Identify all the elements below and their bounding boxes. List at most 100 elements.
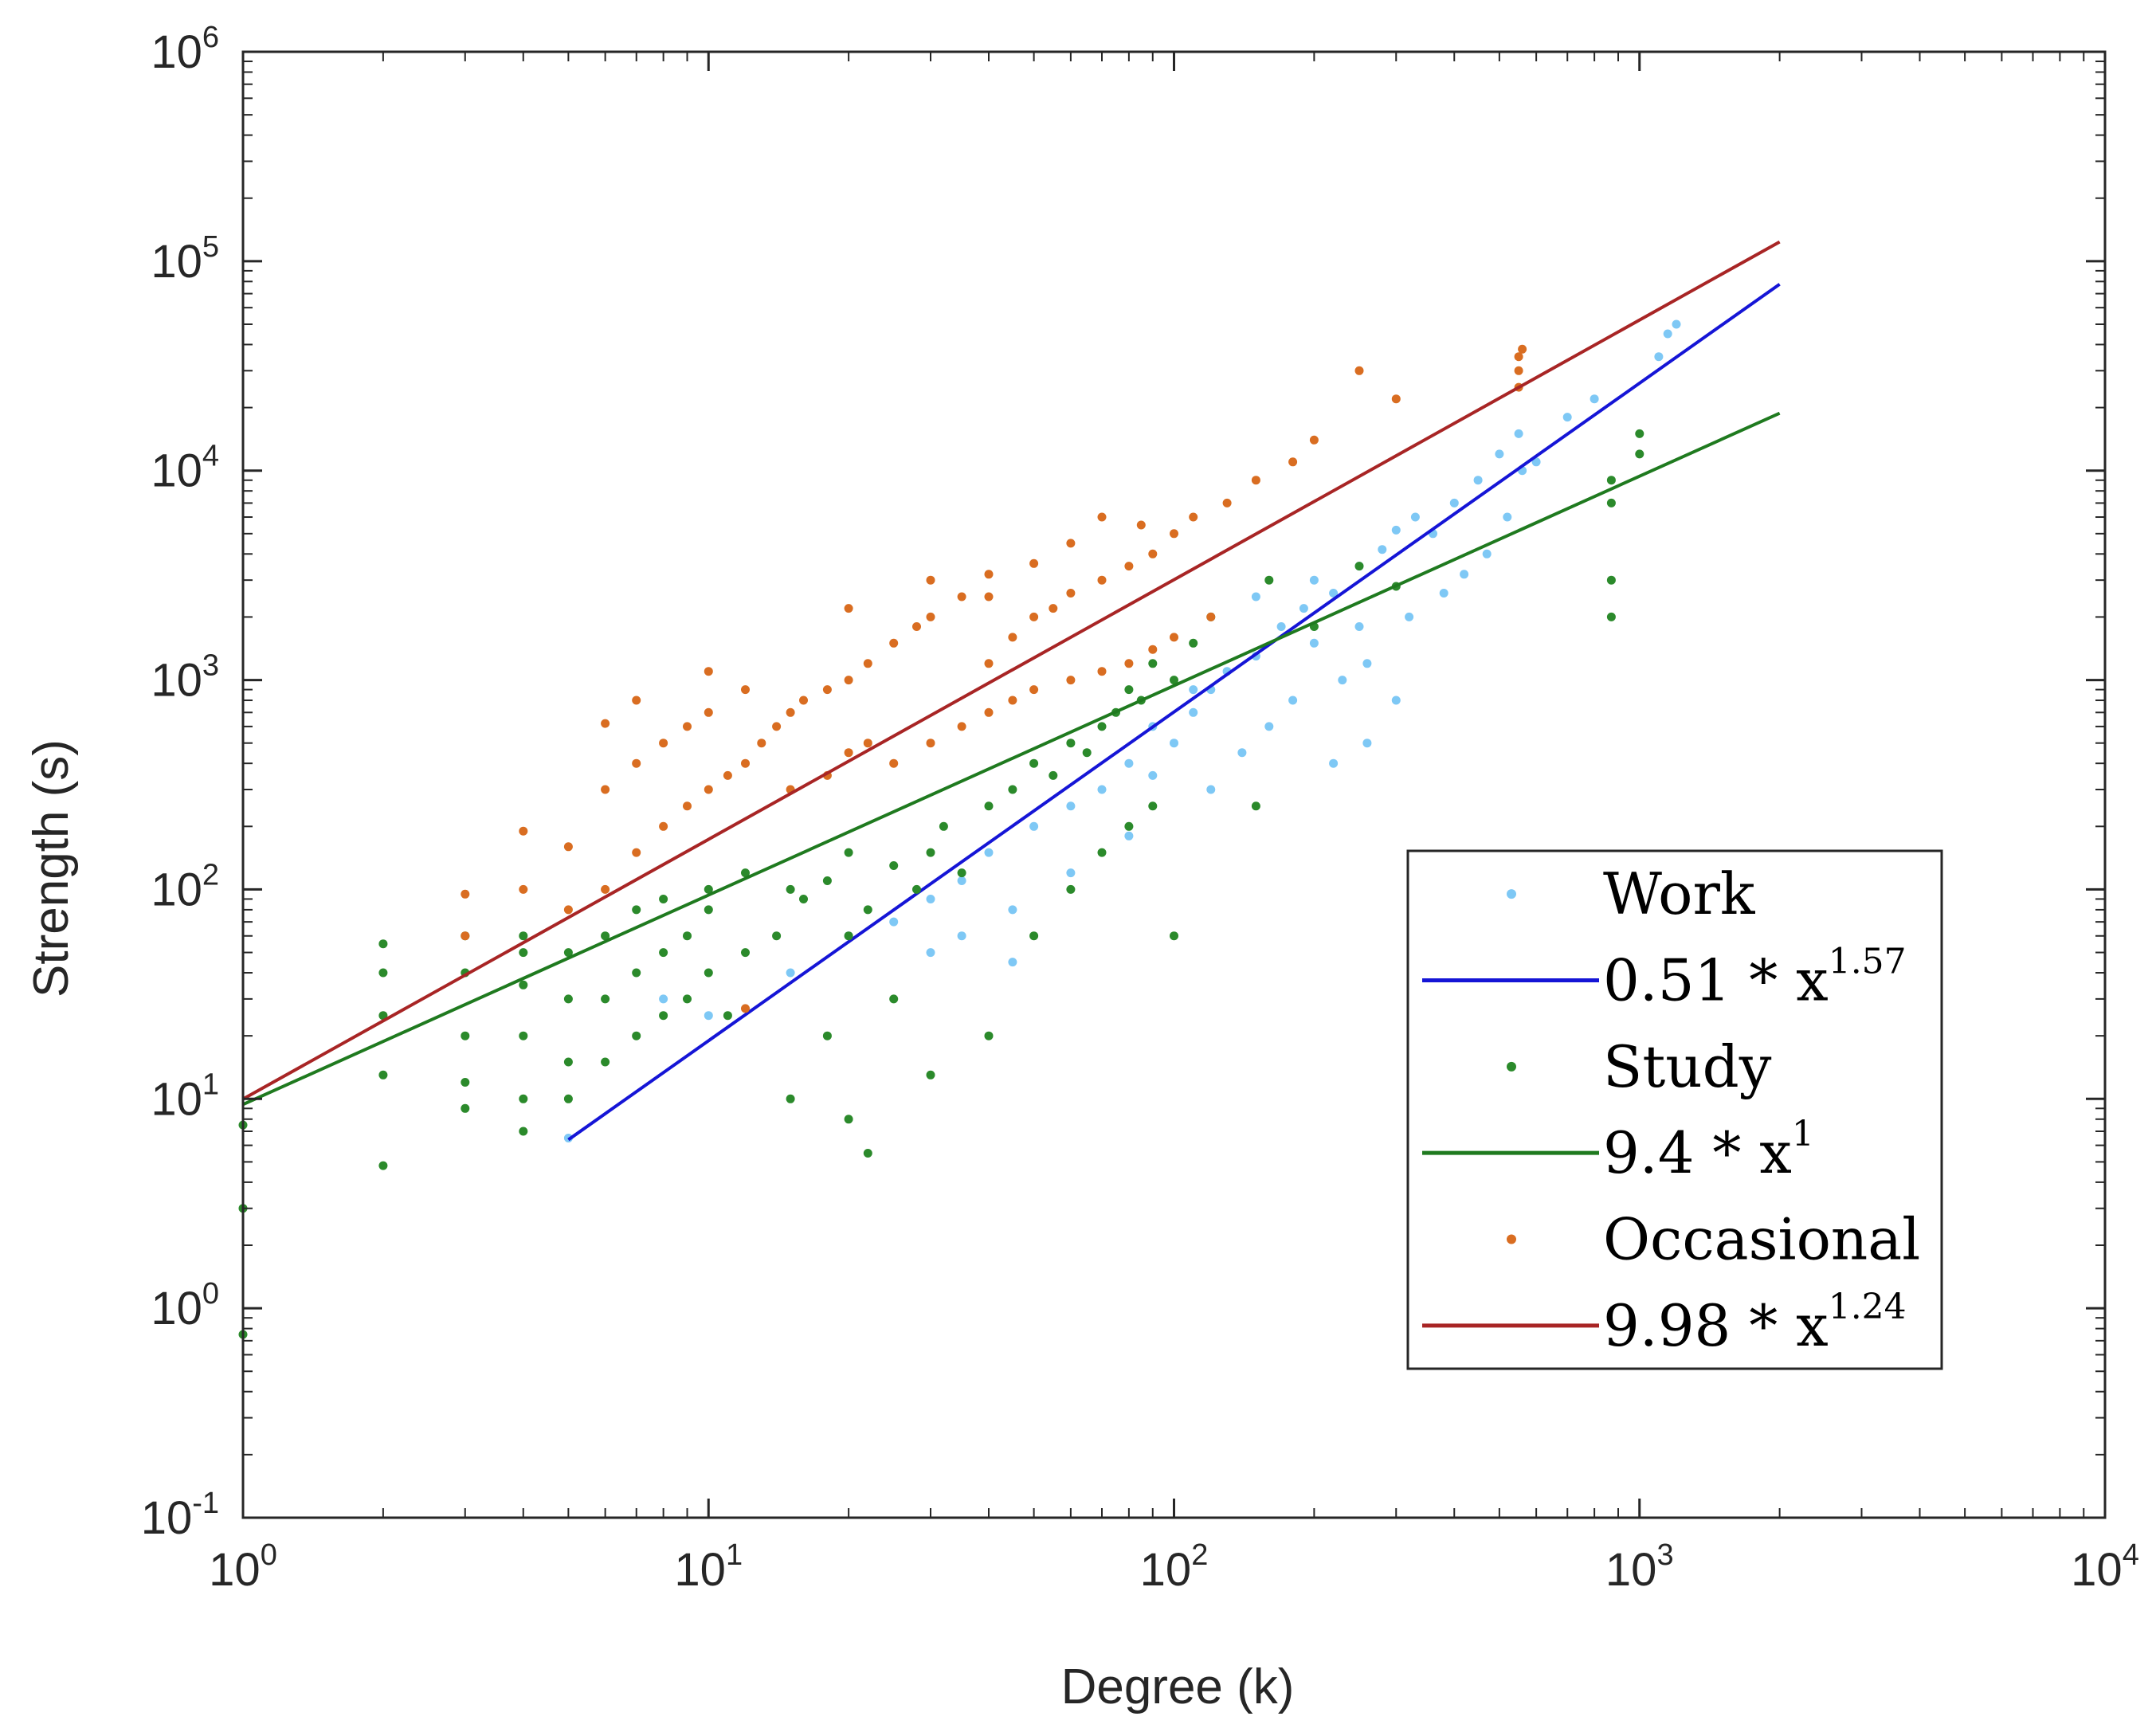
data-point — [1206, 785, 1216, 794]
data-point — [1663, 329, 1672, 339]
data-point — [1049, 604, 1058, 613]
data-point — [889, 638, 899, 648]
data-point — [1439, 589, 1448, 598]
data-point — [601, 1057, 610, 1067]
data-point — [844, 604, 853, 613]
data-point — [1338, 676, 1347, 685]
data-point — [1391, 394, 1401, 404]
data-point — [1329, 589, 1339, 598]
data-point — [863, 1149, 872, 1158]
data-point — [1066, 676, 1076, 685]
data-point — [863, 659, 872, 668]
data-point — [1562, 413, 1572, 422]
series-study — [238, 429, 1644, 1339]
data-point — [926, 948, 935, 958]
data-point — [519, 1127, 528, 1136]
data-point — [1148, 659, 1158, 668]
data-point — [1008, 958, 1017, 967]
data-point — [683, 801, 692, 811]
data-point — [461, 931, 470, 941]
data-point — [1189, 512, 1198, 522]
data-point — [799, 895, 808, 903]
data-point — [926, 575, 935, 585]
data-point — [844, 1115, 853, 1124]
data-point — [1309, 575, 1319, 585]
data-point — [772, 931, 782, 941]
data-point — [519, 1094, 528, 1103]
legend-label: 9.4 * x1 — [1603, 1114, 1814, 1186]
data-point — [1148, 549, 1158, 558]
data-point — [844, 931, 853, 941]
data-point — [1029, 821, 1039, 831]
legend-box — [1406, 849, 1943, 1370]
data-point — [683, 994, 692, 1004]
data-point — [772, 722, 782, 731]
data-point — [1460, 570, 1469, 579]
data-point — [1606, 476, 1616, 485]
data-point — [1264, 575, 1274, 585]
data-point — [1449, 498, 1459, 507]
data-point — [632, 696, 641, 705]
data-point — [926, 848, 935, 857]
legend: Work 0.51 * x1.57 Study 9.4 * x1 Occasional 9… — [1406, 849, 1943, 1370]
data-point — [984, 592, 994, 601]
data-point — [659, 895, 668, 903]
data-point — [1482, 549, 1492, 558]
data-point — [1170, 739, 1178, 748]
data-point — [461, 889, 470, 899]
data-point — [563, 1057, 573, 1067]
data-point — [1170, 931, 1178, 941]
data-point — [601, 884, 610, 894]
data-point — [1531, 457, 1541, 467]
data-point — [563, 905, 573, 915]
x-tick-label: 103 — [1605, 1538, 1674, 1596]
data-point — [704, 968, 713, 978]
data-point — [1635, 449, 1644, 459]
data-point — [1264, 722, 1274, 731]
data-point — [1189, 685, 1198, 695]
data-point — [563, 994, 573, 1004]
data-point — [1008, 696, 1017, 705]
data-point — [1097, 785, 1107, 794]
x-axis-label: Degree (k) — [1061, 1660, 1295, 1714]
data-point — [378, 1070, 388, 1080]
data-point — [378, 1161, 388, 1170]
legend-label: Work — [1603, 860, 1756, 927]
data-point — [1299, 604, 1308, 613]
data-point — [704, 667, 713, 676]
data-point — [1354, 622, 1364, 631]
data-point — [461, 1078, 470, 1087]
data-point — [1029, 758, 1039, 768]
data-point — [1362, 659, 1372, 668]
legend-label: Occasional — [1603, 1206, 1920, 1273]
data-point — [926, 895, 935, 903]
data-point — [1170, 676, 1178, 685]
data-point — [984, 801, 994, 811]
data-point — [889, 994, 899, 1004]
data-point — [889, 861, 899, 870]
data-point — [1410, 512, 1420, 522]
data-point — [1066, 884, 1076, 894]
data-point — [378, 968, 388, 978]
data-point — [1097, 722, 1107, 731]
data-point — [926, 612, 935, 621]
data-point — [1354, 562, 1364, 571]
data-point — [889, 758, 899, 768]
data-point — [563, 948, 573, 958]
data-point — [741, 685, 750, 695]
plot-area — [238, 240, 1781, 1339]
data-point — [1590, 394, 1599, 404]
data-point — [704, 707, 713, 717]
data-point — [659, 994, 668, 1004]
data-point — [1405, 612, 1414, 621]
data-point — [1124, 685, 1134, 695]
data-point — [1124, 659, 1134, 668]
data-point — [601, 719, 610, 728]
data-point — [1606, 612, 1616, 621]
data-point — [1170, 633, 1178, 642]
data-point — [1354, 366, 1364, 375]
data-point — [632, 968, 641, 978]
data-point — [519, 1031, 528, 1040]
data-point — [1148, 645, 1158, 654]
